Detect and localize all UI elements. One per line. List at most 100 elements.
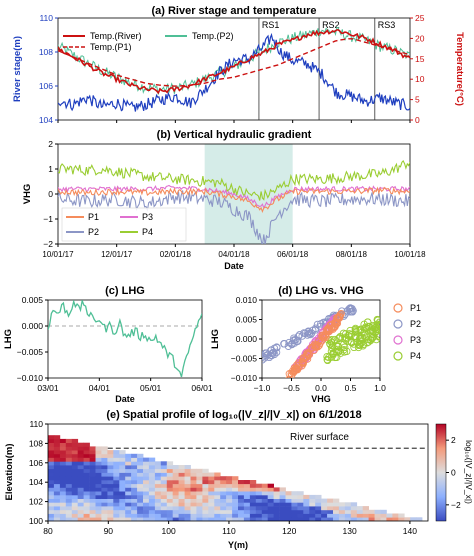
point-p1 xyxy=(295,361,304,370)
heatmap-cell xyxy=(321,513,328,518)
heatmap-cell xyxy=(154,509,162,514)
heatmap-cell xyxy=(101,453,108,458)
heatmap-cell xyxy=(107,506,114,511)
heatmap-cell xyxy=(261,498,269,503)
panel-b-ylabel: VHG xyxy=(22,184,33,205)
heatmap-cell xyxy=(243,498,251,503)
panel-c-ytick-label: 0.000 xyxy=(22,321,44,331)
heatmap-cell xyxy=(53,502,61,507)
heatmap-cell xyxy=(160,468,168,473)
heatmap-cell xyxy=(65,468,73,473)
heatmap-cell xyxy=(178,480,185,485)
heatmap-cell xyxy=(214,506,221,511)
heatmap-cell xyxy=(297,506,304,511)
legend-d-p1: P1 xyxy=(410,303,421,313)
heatmap-cell xyxy=(232,487,239,492)
heatmap-cell xyxy=(71,461,79,466)
panel-d-yaxis: −0.010 −0.005 0.000 0.005 0.010 xyxy=(231,295,262,383)
heatmap-cell xyxy=(255,498,263,503)
heatmap-cell xyxy=(297,517,304,521)
panel-b-ytick-label: 0 xyxy=(48,189,53,199)
point-p1 xyxy=(332,319,340,328)
panel-a-ytick-label: 106 xyxy=(39,81,53,91)
point-p4 xyxy=(323,352,331,361)
point-p4 xyxy=(351,334,360,342)
heatmap-cell xyxy=(226,494,233,499)
heatmap-cell xyxy=(119,450,126,455)
heatmap-cell xyxy=(184,498,191,503)
colorbar-label: log₁₀(|V_z|/|V_x|) xyxy=(464,440,474,504)
heatmap-cell xyxy=(166,491,174,496)
heatmap-cell xyxy=(119,502,126,507)
panel-c-title: (c) LHG xyxy=(105,285,145,297)
heatmap-cell xyxy=(148,483,156,488)
heatmap-cell xyxy=(208,517,215,521)
heatmap-cell xyxy=(131,506,138,511)
heatmap-cell xyxy=(279,513,286,518)
point-p2 xyxy=(348,304,356,313)
colorbar-tick-label: 0 xyxy=(451,468,456,478)
point-p4 xyxy=(374,332,380,340)
heatmap-cell xyxy=(184,506,191,511)
heatmap-cell xyxy=(83,461,90,466)
heatmap-cell xyxy=(243,494,251,499)
heatmap-cell xyxy=(48,438,55,443)
heatmap-cell xyxy=(226,517,233,521)
legend-d-p4: P4 xyxy=(410,351,421,361)
heatmap-cell xyxy=(273,506,280,511)
heatmap-cell xyxy=(143,472,150,477)
heatmap-cell xyxy=(53,465,61,470)
heatmap-cell xyxy=(83,453,90,458)
heatmap-cell xyxy=(107,453,114,458)
heatmap-cell xyxy=(59,446,67,451)
heatmap-cell xyxy=(238,494,245,499)
heatmap-cell xyxy=(333,502,340,507)
heatmap-cell xyxy=(249,498,257,503)
point-p1 xyxy=(304,351,312,359)
heatmap-cell xyxy=(232,506,239,511)
legend-temp-p1: Temp.(P1) xyxy=(90,42,132,52)
point-p2 xyxy=(308,326,317,335)
heatmap-cell xyxy=(279,491,286,496)
heatmap-cell xyxy=(48,513,55,518)
heatmap-cell xyxy=(154,476,162,481)
point-p1 xyxy=(304,349,312,357)
heatmap-cell xyxy=(137,491,144,496)
heatmap-cell xyxy=(196,509,203,514)
heatmap-cell xyxy=(65,446,73,451)
panel-a-title: (a) River stage and temperature xyxy=(151,5,316,17)
heatmap-cell xyxy=(350,509,358,514)
heatmap-cell xyxy=(71,446,79,451)
heatmap-cell xyxy=(83,506,90,511)
heatmap-cell xyxy=(137,517,144,521)
heatmap-cell xyxy=(160,498,168,503)
heatmap-cell xyxy=(249,491,257,496)
heatmap-cell xyxy=(53,487,61,492)
heatmap-cell xyxy=(184,487,191,492)
heatmap-cell xyxy=(137,457,144,462)
heatmap-cell xyxy=(83,517,90,521)
heatmap-cell xyxy=(95,509,102,514)
heatmap-cell xyxy=(65,494,73,499)
panel-a-y2tick-label: 5 xyxy=(415,95,420,105)
heatmap-cell xyxy=(59,509,67,514)
heatmap-cell xyxy=(196,517,203,521)
heatmap-cell xyxy=(113,457,120,462)
panel-d-xtick-label: 0.0 xyxy=(315,383,327,393)
heatmap-cell xyxy=(327,513,334,518)
heatmap-cell xyxy=(196,498,203,503)
heatmap-cell xyxy=(48,517,55,521)
heatmap-cell xyxy=(333,513,340,518)
panel-a: (a) River stage and temperature 104 106 10… xyxy=(12,5,465,125)
heatmap-cell xyxy=(184,472,191,477)
panel-b: (b) Vertical hydraulic gradient −2−1012 … xyxy=(22,129,426,271)
heatmap-cell xyxy=(53,435,61,440)
panel-e-xtick-label: 120 xyxy=(282,526,296,536)
heatmap-cell xyxy=(166,494,174,499)
heatmap-cell xyxy=(137,494,144,499)
panel-e-ylabel: Elevation(m) xyxy=(4,443,15,500)
heatmap-cell xyxy=(160,506,168,511)
heatmap-cell xyxy=(321,498,328,503)
point-p1 xyxy=(326,321,335,330)
point-p4 xyxy=(346,326,354,335)
